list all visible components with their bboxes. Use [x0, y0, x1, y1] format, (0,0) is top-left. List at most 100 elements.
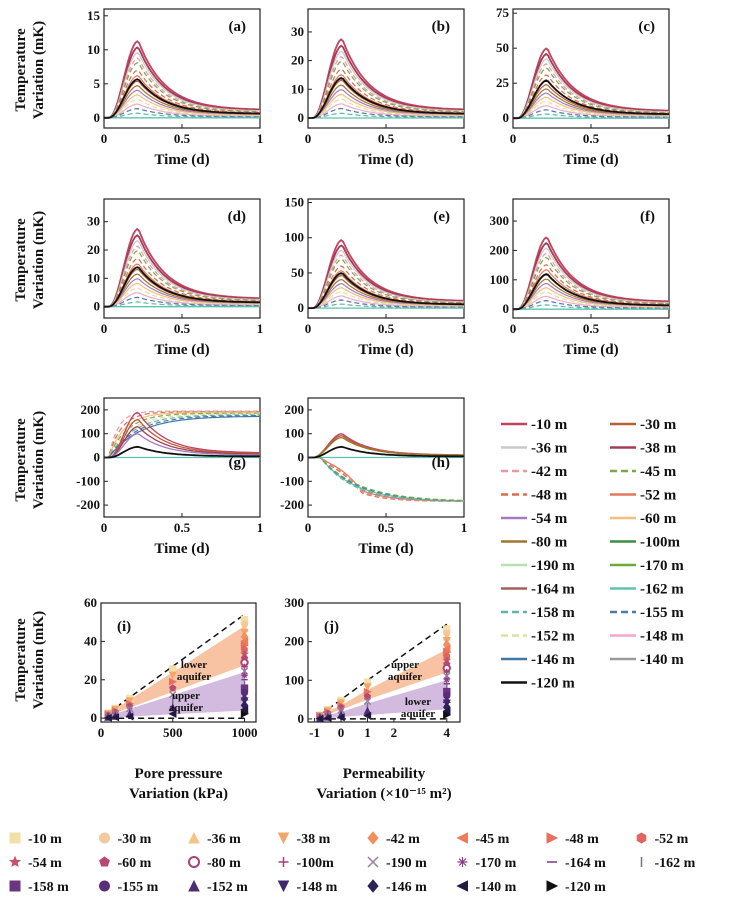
data-point: [240, 709, 249, 718]
data-point: [169, 677, 178, 686]
x-tick-label: 0.5: [378, 321, 395, 336]
series-line: [513, 113, 669, 119]
series-line: [513, 273, 669, 311]
y-label-line: Temperature: [13, 618, 29, 702]
series-line: [104, 112, 260, 119]
x-axis-label: Time (d): [563, 342, 618, 358]
legend-entry: -164 m: [565, 856, 606, 871]
x-tick-label: 2: [391, 725, 398, 740]
data-point: [241, 672, 248, 679]
series-line: [104, 414, 260, 459]
series-line: [513, 58, 669, 119]
x-tick-label: 0.5: [174, 520, 191, 535]
x-tick-label: 0: [98, 725, 105, 740]
series-line: [513, 247, 669, 310]
series-line: [308, 55, 465, 119]
series-line: [104, 411, 260, 459]
legend-marker: [99, 832, 110, 844]
y-tick-label: 25: [496, 75, 510, 90]
y-label-line: Temperature: [13, 218, 29, 302]
y-axis-label: Temperature Variation (mK): [13, 611, 47, 709]
y-tick-label: 10: [87, 270, 100, 285]
series-line: [308, 112, 464, 119]
legend-marker: [456, 880, 468, 892]
legend-marker: [188, 856, 200, 868]
legend-marker: [457, 857, 468, 867]
y-tick-label: -100: [280, 473, 304, 488]
legend-entry: -42 m: [386, 832, 420, 847]
legend-entry: -60 m: [118, 856, 152, 871]
series-line: [104, 234, 260, 308]
series-line: [513, 304, 669, 310]
data-point: [363, 683, 372, 692]
legend-entry: -140 m: [476, 880, 517, 895]
series-line: [104, 415, 260, 459]
legend-entry: -148 m: [640, 629, 684, 645]
y-axis-label: Temperature Variation (mK): [13, 411, 47, 509]
panel-label: (g): [229, 455, 247, 471]
series-line: [104, 301, 260, 308]
legend-entry: -170 m: [640, 558, 684, 574]
annotation: aquifer: [177, 671, 211, 683]
series-line: [104, 69, 260, 119]
panel-c: 0 0.5 1 0 25 50 75 Time (d) (c): [496, 5, 672, 168]
legend-entry: -152 m: [207, 880, 248, 895]
y-tick-label: 100: [490, 272, 510, 287]
y-tick-label: 20: [87, 242, 100, 257]
legend-entry: -60 m: [640, 511, 677, 527]
series-line: [308, 456, 464, 502]
legend-marker: [99, 880, 110, 892]
x-axis-label: Time (d): [154, 152, 209, 168]
x-tick-label: 1: [666, 321, 673, 336]
y-tick-label: 10: [291, 81, 304, 96]
panel-h: 0 0.5 1 -200 -100 0 100 200 Time (d) (h): [280, 397, 467, 557]
legend-entry: -80 m: [207, 856, 241, 871]
band-area: [319, 680, 447, 719]
x-axis-label: Pore pressure: [135, 766, 223, 782]
data-point: [169, 684, 177, 692]
legend-entry: -120 m: [531, 676, 575, 692]
series-line: [308, 456, 464, 502]
legend-entry: -54 m: [531, 511, 568, 527]
series-line: [308, 456, 464, 502]
x-tick-label: 0.5: [174, 131, 191, 146]
data-point: [169, 690, 177, 699]
series-line: [308, 103, 464, 119]
data-point: [168, 703, 177, 712]
legend-entry: -42 m: [531, 464, 568, 480]
y-tick-label: 50: [496, 40, 509, 55]
y-label-line: Temperature: [13, 418, 29, 502]
data-point: [169, 665, 177, 673]
panel-label: (j): [324, 619, 339, 635]
series-line: [104, 433, 260, 459]
series-line: [308, 436, 464, 459]
series-line: [104, 413, 260, 459]
legend-marker: [277, 880, 290, 893]
annotation: aquifer: [401, 708, 435, 720]
legend-entry: -48 m: [565, 832, 599, 847]
data-point: [168, 709, 177, 718]
y-tick-label: 0: [298, 110, 305, 125]
x-tick-label: 0: [305, 321, 312, 336]
y-tick-label: 0: [91, 710, 98, 725]
y-tick-label: 100: [285, 672, 305, 687]
x-tick-label: 0.5: [583, 131, 600, 146]
legend-entry: -10 m: [28, 832, 62, 847]
legend-entry: -36 m: [207, 832, 241, 847]
series-line: [104, 257, 260, 308]
y-tick-label: 300: [285, 595, 305, 610]
y-tick-label: 150: [285, 195, 305, 210]
legend-entry: -146 m: [386, 880, 427, 895]
data-point: [103, 713, 112, 722]
x-tick-label: 1: [461, 131, 468, 146]
y-tick-label: 10: [87, 42, 100, 57]
panel-f: 0 0.5 1 0 100 200 300 Time (d) (f): [490, 198, 673, 358]
x-axis-label: Permeability: [343, 766, 426, 782]
legend-marker: [8, 855, 22, 868]
x-tick-label: 500: [163, 725, 183, 740]
x-tick-label: 0: [305, 131, 312, 146]
x-tick-label: 1000: [232, 725, 258, 740]
series-line: [104, 250, 260, 308]
